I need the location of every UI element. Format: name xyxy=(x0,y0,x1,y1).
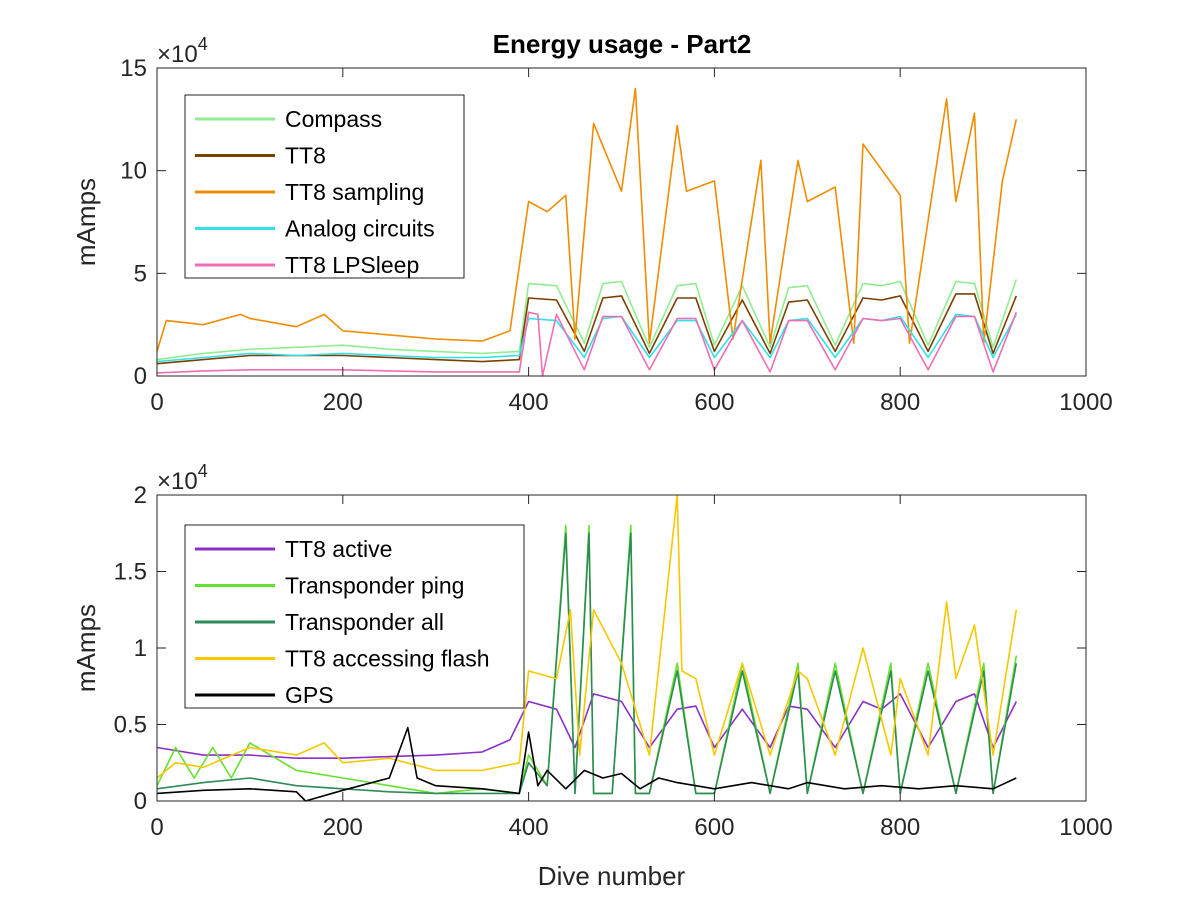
bottom-y-tick-label: 2 xyxy=(134,482,147,509)
chart-title: Energy usage - Part2 xyxy=(493,29,752,59)
bottom-x-tick-label: 0 xyxy=(150,814,163,841)
bottom-y-tick-label: 1.5 xyxy=(114,559,147,586)
top-x-tick-label: 400 xyxy=(509,389,549,416)
top-x-tick-label: 800 xyxy=(880,389,920,416)
bottom-legend-label: Transponder all xyxy=(285,609,444,635)
top-legend-label: TT8 xyxy=(285,143,326,169)
top-y-axis-label: mAmps xyxy=(71,178,101,266)
top-series-line-tt8-lpsleep xyxy=(156,311,1018,377)
top-legend-label: TT8 sampling xyxy=(285,179,424,205)
bottom-axes: 0 200 400 600 800 1000 0 0.5 1 1.5 2 ×104 mAmps Dive … xyxy=(71,461,1113,891)
top-x-tick-label: 600 xyxy=(694,389,734,416)
bottom-y-exponent: ×104 xyxy=(157,461,208,495)
top-series-line-tt8-sampling xyxy=(156,87,1018,352)
bottom-x-tick-label: 600 xyxy=(694,814,734,841)
top-y-tick-label: 15 xyxy=(120,55,147,82)
bottom-series-line-tt8-accessing-flash xyxy=(156,494,1018,779)
bottom-x-tick-label: 400 xyxy=(509,814,549,841)
top-legend-label: TT8 LPSleep xyxy=(285,252,419,278)
bottom-y-tick-label: 1 xyxy=(134,635,147,662)
top-series-line-analog-circuits xyxy=(156,313,1018,363)
top-y-tick-label: 5 xyxy=(134,260,147,287)
bottom-legend-label: TT8 accessing flash xyxy=(285,646,490,672)
bottom-legend-box xyxy=(184,524,525,709)
bottom-legend-label: GPS xyxy=(285,682,334,708)
top-legend-label: Compass xyxy=(285,106,382,132)
bottom-x-tick-label: 800 xyxy=(880,814,920,841)
bottom-x-tick-label: 200 xyxy=(323,814,363,841)
bottom-series-line-gps xyxy=(156,726,1017,802)
top-axes: 0 200 400 600 800 1000 0 5 10 15 ×104 mAmps Compass T… xyxy=(71,34,1113,416)
bottom-series-line-transponder-all xyxy=(156,532,1018,795)
top-x-tick-label: 1000 xyxy=(1059,389,1112,416)
bottom-x-axis-label: Dive number xyxy=(538,861,686,891)
top-legend: Compass TT8 TT8 sampling Analog circuits TT8… xyxy=(184,94,465,279)
top-legend-box xyxy=(184,94,465,279)
bottom-legend-label: Transponder ping xyxy=(285,573,464,599)
bottom-y-tick-label: 0.5 xyxy=(114,712,147,739)
bottom-y-tick-label: 0 xyxy=(134,788,147,815)
top-y-tick-label: 10 xyxy=(120,158,147,185)
top-x-tick-label: 200 xyxy=(323,389,363,416)
bottom-x-tick-label: 1000 xyxy=(1059,814,1112,841)
top-x-tick-label: 0 xyxy=(150,389,163,416)
bottom-legend: TT8 active Transponder ping Transponder al… xyxy=(184,524,525,709)
bottom-y-axis-label: mAmps xyxy=(71,604,101,692)
bottom-series-line-tt8-active xyxy=(156,693,1018,760)
top-axes-box xyxy=(156,67,1087,377)
top-series-line-tt8 xyxy=(156,293,1018,365)
top-series-line-compass xyxy=(156,279,1018,361)
top-legend-label: Analog circuits xyxy=(285,216,435,242)
top-y-tick-label: 0 xyxy=(134,363,147,390)
top-y-exponent: ×104 xyxy=(157,34,208,68)
bottom-legend-label: TT8 active xyxy=(285,536,392,562)
